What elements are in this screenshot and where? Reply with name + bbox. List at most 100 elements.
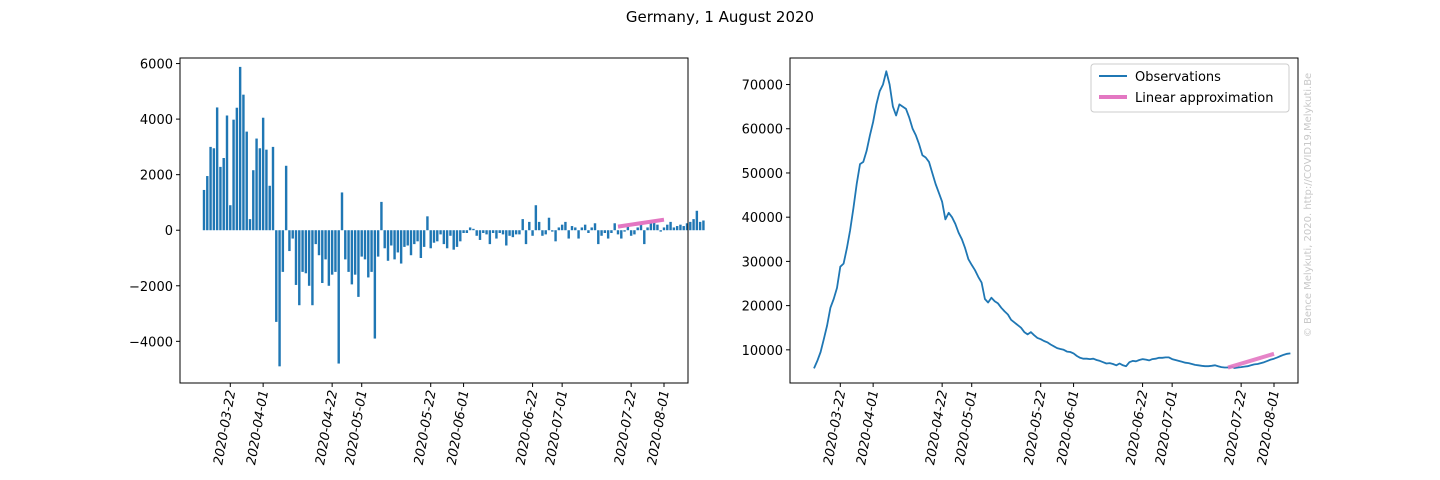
bar xyxy=(212,148,216,231)
bar xyxy=(610,230,613,233)
bar xyxy=(383,230,386,249)
bar xyxy=(422,230,426,247)
right-plot-frame xyxy=(789,57,1299,384)
legend: Observations Linear approximation xyxy=(1090,63,1290,113)
bar xyxy=(294,230,298,285)
bar xyxy=(669,221,672,231)
bar xyxy=(491,230,495,233)
bar xyxy=(426,216,429,231)
bar xyxy=(406,230,409,246)
bar xyxy=(242,94,245,231)
bar xyxy=(229,205,232,231)
bar xyxy=(616,230,620,235)
left-y-axis: −4000 −2000 0 2000 4000 6000 xyxy=(129,58,180,350)
bar xyxy=(344,230,347,260)
bar xyxy=(656,224,659,231)
bar xyxy=(258,148,262,231)
right-x-tick-label: 2020-08-01 xyxy=(1255,389,1283,466)
bar xyxy=(488,230,492,245)
bar xyxy=(465,230,469,233)
bar xyxy=(583,224,587,231)
left-approximation-line xyxy=(617,217,665,229)
bar xyxy=(360,230,363,257)
bar xyxy=(255,138,258,231)
bar xyxy=(603,230,607,233)
right-y-tick-label: 10000 xyxy=(742,344,783,359)
bar xyxy=(606,230,610,239)
bar xyxy=(587,230,590,233)
left-y-tick-label: 4000 xyxy=(140,113,173,128)
bar xyxy=(537,221,541,231)
bar xyxy=(626,226,630,231)
left-x-tick-label: 2020-07-01 xyxy=(543,389,571,466)
bar xyxy=(370,230,373,272)
bar xyxy=(439,230,442,235)
bar xyxy=(238,66,242,231)
bar xyxy=(524,230,528,245)
bar xyxy=(649,223,653,231)
left-x-tick-label: 2020-03-22 xyxy=(211,389,239,466)
bar xyxy=(436,230,439,242)
bar xyxy=(518,230,521,235)
bar xyxy=(636,227,639,231)
bar xyxy=(505,230,508,246)
bar xyxy=(271,146,275,231)
bar xyxy=(541,230,544,236)
left-x-tick-label: 2020-08-01 xyxy=(645,389,673,466)
left-approximation-segment xyxy=(617,217,665,229)
bar xyxy=(695,210,699,231)
bar xyxy=(544,230,547,235)
bar xyxy=(564,221,567,231)
bar xyxy=(275,230,278,322)
bar xyxy=(590,227,593,231)
right-y-tick-label: 60000 xyxy=(742,123,783,138)
bar xyxy=(597,230,600,245)
bar xyxy=(475,230,478,236)
bar xyxy=(261,117,265,231)
bar xyxy=(521,219,524,231)
right-x-tick-label: 2020-07-22 xyxy=(1222,389,1250,466)
bar xyxy=(445,230,449,249)
right-x-tick-label: 2020-04-01 xyxy=(854,389,882,466)
bar xyxy=(219,166,222,231)
bar xyxy=(284,165,288,231)
bar xyxy=(390,230,393,246)
left-y-tick-label: −4000 xyxy=(129,335,173,350)
bar xyxy=(334,230,337,272)
bar xyxy=(311,230,314,306)
bar xyxy=(620,230,623,239)
bar xyxy=(698,221,702,231)
bar xyxy=(498,230,501,233)
left-bar-series xyxy=(202,66,705,367)
bar xyxy=(511,230,515,238)
left-x-tick-label: 2020-05-01 xyxy=(343,389,371,466)
observations-line xyxy=(813,70,1291,369)
bar xyxy=(215,107,219,231)
right-x-tick-label: 2020-03-22 xyxy=(821,389,849,466)
bar xyxy=(689,221,692,231)
right-y-tick-label: 70000 xyxy=(742,79,783,94)
bar xyxy=(643,230,646,245)
bar xyxy=(222,158,225,231)
watermark-text: © Bence Melykuti, 2020. http://COVID19.M… xyxy=(1303,73,1314,337)
right-y-tick-label: 30000 xyxy=(742,255,783,270)
bar xyxy=(574,227,577,231)
bar xyxy=(501,230,505,235)
bar xyxy=(363,230,367,260)
bar xyxy=(429,230,432,249)
bar xyxy=(321,230,324,283)
bar xyxy=(350,230,354,285)
bar xyxy=(662,227,666,231)
bar xyxy=(485,230,488,235)
left-x-tick-label: 2020-05-22 xyxy=(412,389,440,466)
bar xyxy=(291,230,294,239)
bar xyxy=(557,227,561,231)
bar xyxy=(514,230,518,235)
bar xyxy=(288,230,291,252)
right-x-tick-label: 2020-06-01 xyxy=(1055,389,1083,466)
bar xyxy=(340,192,344,231)
bar xyxy=(380,201,383,231)
left-x-tick-label: 2020-06-01 xyxy=(445,389,473,466)
bar xyxy=(307,230,311,286)
